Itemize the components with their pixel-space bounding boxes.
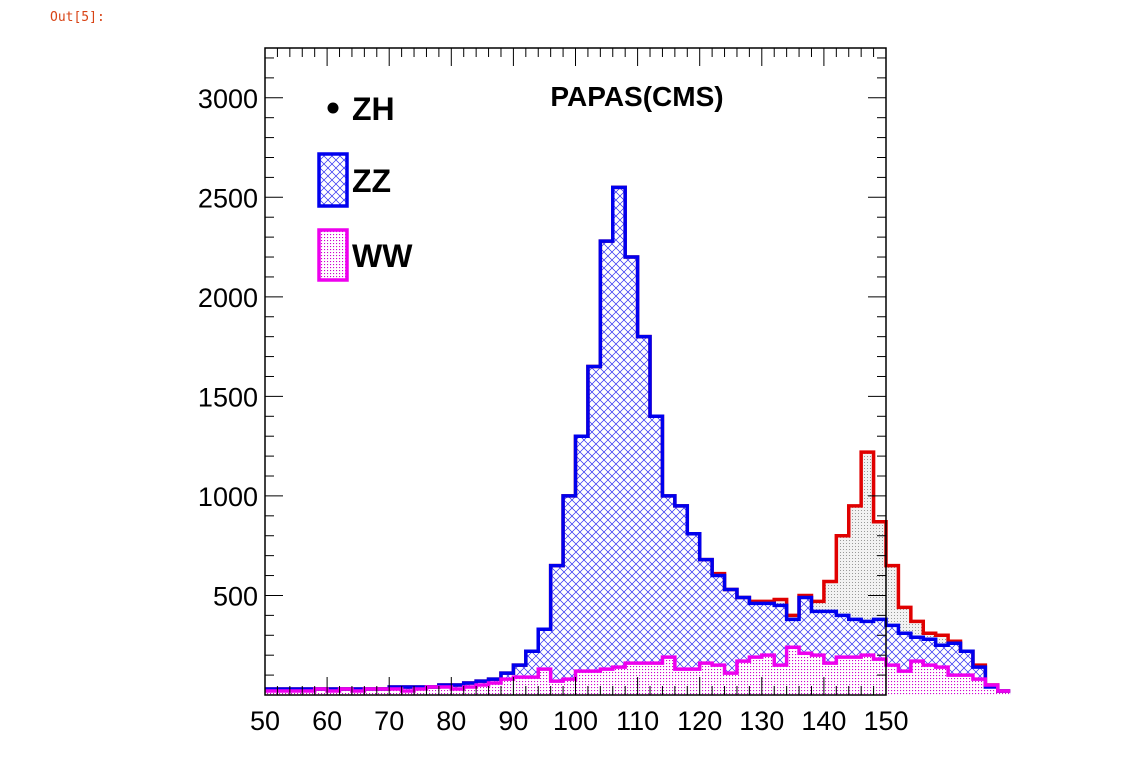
x-tick-label: 100 xyxy=(553,706,598,736)
y-tick-label: 500 xyxy=(213,581,258,611)
legend-label-zz: ZZ xyxy=(352,163,391,199)
legend-label-zh: ZH xyxy=(352,91,395,127)
y-tick-label: 3000 xyxy=(198,84,258,114)
y-tick-label: 1000 xyxy=(198,482,258,512)
y-tick-label: 2500 xyxy=(198,183,258,213)
zz-legend-swatch xyxy=(317,152,349,208)
legend-label-ww: WW xyxy=(352,238,413,274)
x-tick-label: 110 xyxy=(616,706,659,736)
zh-legend-marker xyxy=(327,102,339,114)
zz-fill xyxy=(265,187,1011,695)
x-tick-label: 70 xyxy=(374,706,404,736)
y-tick-label: 2000 xyxy=(198,283,258,313)
x-tick-label: 130 xyxy=(739,706,784,736)
axis-ticks xyxy=(264,48,887,696)
legend: ZH ZZ WW xyxy=(317,91,413,282)
x-tick-label: 60 xyxy=(312,706,342,736)
ww-series-line xyxy=(265,645,1011,693)
x-tick-label: 90 xyxy=(498,706,528,736)
x-tick-label: 120 xyxy=(677,706,722,736)
axis-tick-labels: 50 60 70 80 90 100 110 120 130 140 150 500 1000 1500 2… xyxy=(198,84,909,736)
ww-legend-swatch xyxy=(317,228,349,282)
zz-series-line xyxy=(265,185,1011,693)
x-tick-label: 50 xyxy=(250,706,280,736)
x-tick-label: 80 xyxy=(436,706,466,736)
y-tick-label: 1500 xyxy=(198,382,258,412)
x-tick-label: 140 xyxy=(801,706,846,736)
chart-title: PAPAS(CMS) xyxy=(550,81,723,112)
cell-output-prompt: Out[5]: xyxy=(50,10,105,25)
x-tick-label: 150 xyxy=(863,706,908,736)
